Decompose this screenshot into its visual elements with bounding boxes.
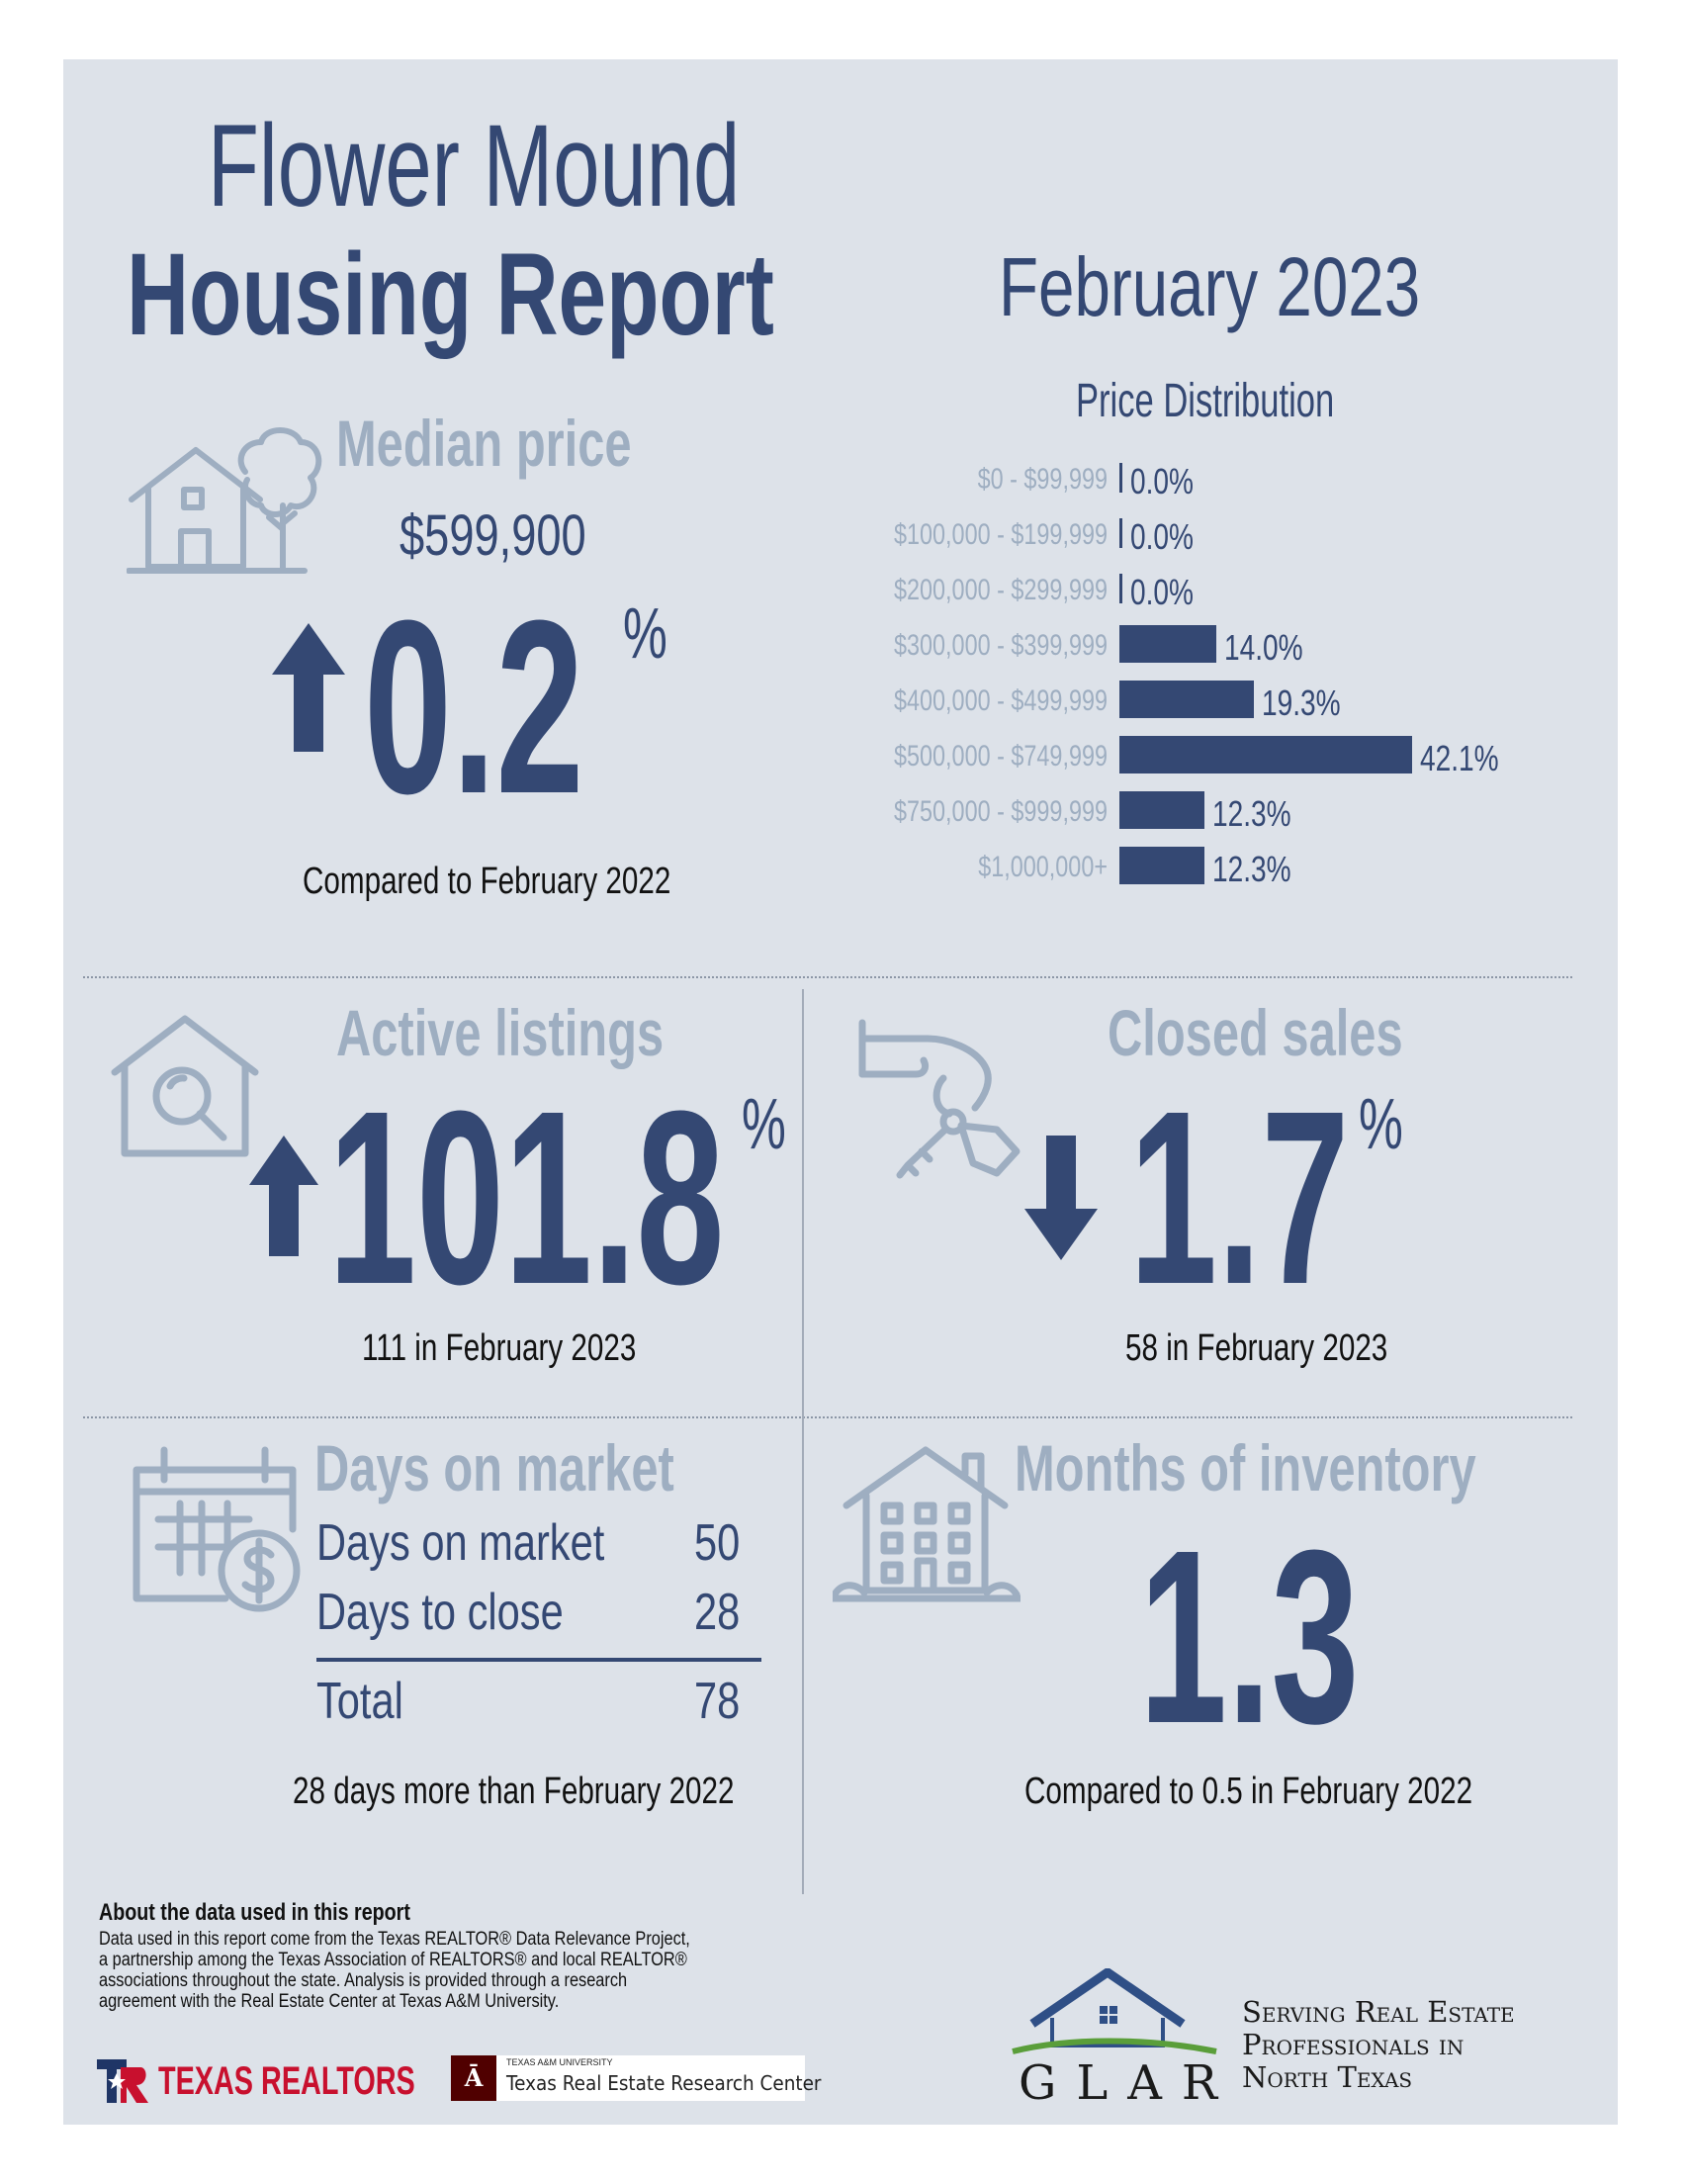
closed-sales-percent-sign: % (1359, 1085, 1403, 1164)
price-bar (1119, 681, 1254, 718)
price-bar (1119, 736, 1412, 774)
dom-row-value-1: 50 (694, 1514, 741, 1572)
arrow-up-icon (272, 623, 345, 757)
dom-total-rule (316, 1658, 761, 1662)
months-inventory-caption: Compared to 0.5 in February 2022 (1024, 1771, 1473, 1812)
price-bar-value: 14.0% (1224, 627, 1303, 668)
hand-keys-icon (858, 1019, 1026, 1202)
glar-tagline-line-1: Serving Real Estate (1242, 1995, 1515, 2029)
price-bar-value: 0.0% (1130, 516, 1195, 557)
glar-logo: GLAR (1009, 1968, 1226, 2111)
active-listings-percent-sign: % (742, 1085, 786, 1164)
months-inventory-label: Months of inventory (1015, 1431, 1476, 1504)
calendar-dollar-icon (131, 1446, 309, 1619)
dom-row-label-1: Days on market (316, 1514, 605, 1572)
price-bar (1119, 518, 1122, 548)
glar-wordmark: GLAR (1019, 2055, 1238, 2111)
median-price-change: 0.2 (364, 569, 584, 845)
report-title-city: Flower Mound (208, 101, 741, 231)
arrow-down-icon (1024, 1136, 1098, 1265)
about-text: Data used in this report come from the T… (99, 1929, 690, 2012)
glar-house-icon (1012, 1968, 1217, 2054)
days-on-market-caption: 28 days more than February 2022 (293, 1771, 735, 1812)
report-title: Housing Report (127, 229, 774, 360)
apartment-house-icon (829, 1444, 1024, 1612)
price-range-label: $200,000 - $299,999 (894, 574, 1108, 606)
dom-row-value-2: 28 (694, 1584, 741, 1641)
divider-horizontal-2 (83, 1416, 1572, 1418)
price-bar (1119, 463, 1122, 493)
dom-row-label-2: Days to close (316, 1584, 564, 1641)
price-bar-value: 0.0% (1130, 461, 1195, 501)
divider-horizontal-1 (83, 976, 1572, 978)
about-heading: About the data used in this report (99, 1899, 410, 1926)
glar-tagline-line-3: North Texas (1242, 2060, 1413, 2094)
price-range-label: $1,000,000+ (978, 851, 1108, 883)
days-on-market-label: Days on market (314, 1431, 674, 1504)
price-range-label: $100,000 - $199,999 (894, 518, 1108, 551)
price-range-label: $300,000 - $399,999 (894, 629, 1108, 662)
price-bar-value: 12.3% (1212, 849, 1291, 889)
texas-realtors-mark-icon (97, 2059, 148, 2103)
price-bar (1119, 625, 1216, 663)
price-bar (1119, 574, 1122, 603)
active-listings-label: Active listings (336, 996, 665, 1069)
report-month: February 2023 (999, 240, 1421, 333)
house-tree-icon (126, 420, 324, 579)
report-panel (63, 59, 1618, 2125)
median-price-value: $599,900 (400, 503, 586, 568)
price-range-label: $500,000 - $749,999 (894, 740, 1108, 773)
tamu-mark-icon: Ā (451, 2055, 496, 2101)
tamu-center-name: Texas Real Estate Research Center (506, 2071, 822, 2095)
texas-realtors-wordmark: TEXAS REALTORS (158, 2059, 415, 2103)
price-bar (1119, 791, 1204, 829)
median-price-label: Median price (336, 407, 632, 480)
divider-vertical (802, 989, 804, 1894)
price-range-label: $750,000 - $999,999 (894, 795, 1108, 828)
dom-total-label: Total (316, 1673, 403, 1730)
price-bar-value: 42.1% (1420, 738, 1499, 778)
glar-tagline: Serving Real Estate Professionals in Nor… (1242, 1996, 1515, 2094)
median-price-caption: Compared to February 2022 (303, 861, 671, 902)
dom-total-value: 78 (694, 1673, 741, 1730)
price-bar-value: 0.0% (1130, 572, 1195, 612)
tamu-logo: Ā TEXAS A&M UNIVERSITY Texas Real Estate… (451, 2055, 821, 2101)
closed-sales-label: Closed sales (1108, 996, 1403, 1069)
price-distribution-chart: $0 - $99,999 0.0% $100,000 - $199,999 0.0% $… (704, 455, 1594, 900)
house-search-icon (111, 1015, 259, 1163)
price-range-label: $0 - $99,999 (977, 463, 1108, 496)
glar-tagline-line-2: Professionals in (1242, 2028, 1465, 2061)
months-inventory-value: 1.3 (1139, 1499, 1360, 1774)
median-price-percent-sign: % (623, 594, 667, 674)
price-distribution-title: Price Distribution (1076, 375, 1335, 427)
texas-realtors-logo: TEXAS REALTORS (97, 2057, 423, 2105)
price-bar (1119, 847, 1204, 884)
tamu-small-text: TEXAS A&M UNIVERSITY (506, 2057, 613, 2067)
price-bar-value: 19.3% (1262, 682, 1341, 723)
active-listings-change: 101.8 (328, 1059, 725, 1335)
closed-sales-change: 1.7 (1129, 1059, 1350, 1335)
price-bar-value: 12.3% (1212, 793, 1291, 834)
closed-sales-caption: 58 in February 2023 (1125, 1327, 1388, 1369)
active-listings-caption: 111 in February 2023 (362, 1327, 637, 1369)
price-range-label: $400,000 - $499,999 (894, 684, 1108, 717)
arrow-up-icon (249, 1136, 318, 1261)
